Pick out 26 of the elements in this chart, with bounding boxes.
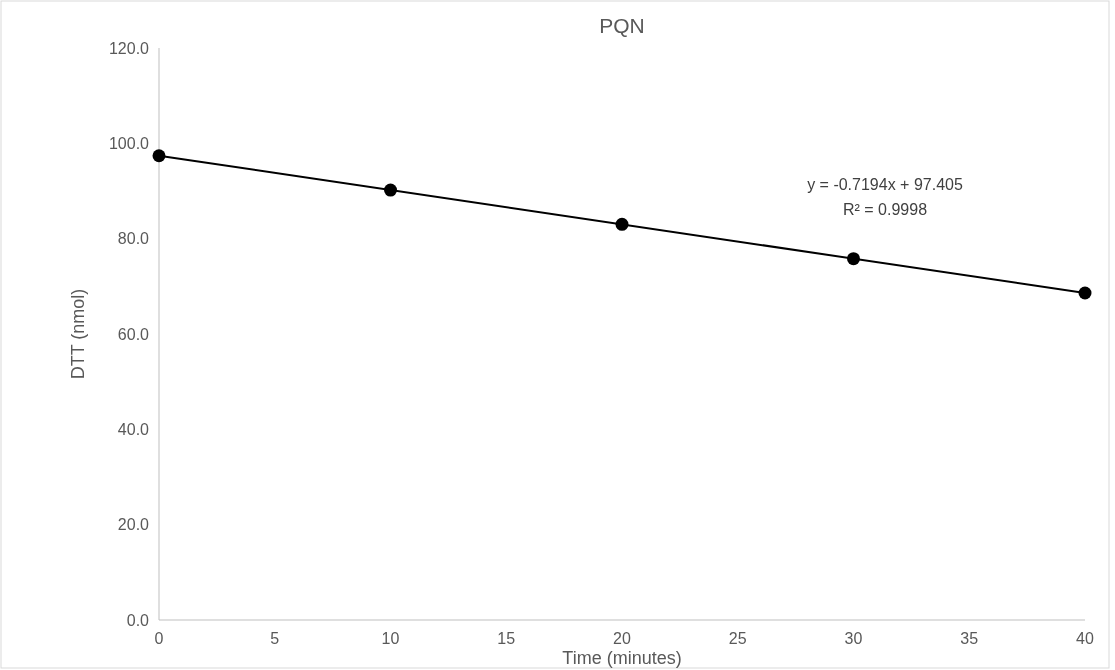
x-tick-label: 25: [728, 630, 747, 647]
y-tick-label: 0.0: [126, 611, 150, 629]
y-tick-label: 60.0: [117, 325, 150, 343]
x-tick-label: 40: [1076, 630, 1094, 647]
y-tick-label: 40.0: [117, 420, 150, 438]
point: [1078, 286, 1092, 300]
x-axis-title: Time (minutes): [562, 648, 682, 668]
point: [384, 183, 397, 197]
x-tick-label: 35: [960, 630, 979, 647]
y-tick-label: 20.0: [117, 516, 150, 534]
x-tick-label: 15: [497, 630, 516, 647]
y-tick-label: 100.0: [108, 134, 150, 152]
point: [847, 252, 860, 266]
y-axis-title: DTT (nmol): [68, 288, 88, 380]
chart-title: PQN: [599, 14, 645, 37]
x-tick-label: 30: [844, 630, 863, 647]
x-tick-label: 10: [381, 630, 400, 647]
x-tick-label: 5: [270, 630, 280, 647]
y-tick-label: 80.0: [117, 230, 150, 248]
annotation: R² = 0.9998: [842, 201, 928, 218]
point: [615, 217, 629, 231]
point: [152, 149, 166, 163]
y-tick-label: 120.0: [108, 39, 150, 57]
annotation: y = -0.7194x + 97.405: [807, 176, 963, 193]
x-tick-label: 20: [613, 630, 631, 647]
x-tick-label: 0: [154, 630, 164, 647]
